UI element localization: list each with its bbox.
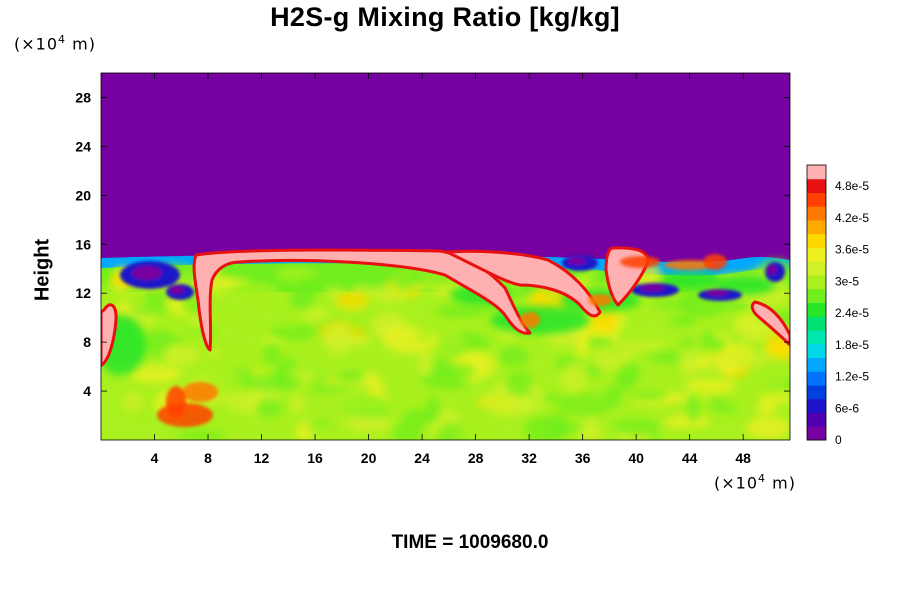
- colorbar-swatch: [807, 220, 826, 235]
- x-tick-label: 16: [307, 450, 323, 466]
- y-tick-label: 16: [75, 236, 91, 252]
- x-tick-label: 24: [414, 450, 430, 466]
- colorbar-swatch: [807, 178, 826, 193]
- colorbar-swatch: [807, 275, 826, 290]
- colorbar-swatch: [807, 261, 826, 276]
- x-tick-label: 28: [468, 450, 484, 466]
- colorbar-swatch: [807, 233, 826, 248]
- heatmap-field: [101, 73, 790, 440]
- y-tick-label: 28: [75, 89, 91, 105]
- colorbar-swatch: [807, 412, 826, 427]
- colorbar-tick-label: 4.2e-5: [835, 211, 869, 225]
- chart-title: H2S-g Mixing Ratio [kg/kg]: [270, 2, 620, 32]
- colorbar-swatch: [807, 426, 826, 441]
- colorbar-swatch: [807, 192, 826, 207]
- y-axis-ticks: 4 8 12 16 20 24 28: [75, 89, 790, 399]
- x-tick-label: 48: [735, 450, 751, 466]
- colorbar-tick-label: 6e-6: [835, 401, 859, 415]
- colorbar-swatch: [807, 330, 826, 345]
- colorbar-swatch: [807, 206, 826, 221]
- x-axis-ticks: 4 8 12 16 20 24 28 32 36 40 44 48: [151, 73, 751, 466]
- colorbar-tick-label: 3.6e-5: [835, 243, 869, 257]
- x-tick-label: 8: [204, 450, 212, 466]
- colorbar-tick-label: 4.8e-5: [835, 179, 869, 193]
- x-tick-label: 40: [628, 450, 644, 466]
- x-axis-unit: (×104 m): [714, 472, 796, 493]
- colorbar-swatch: [807, 343, 826, 358]
- y-tick-label: 24: [75, 138, 91, 154]
- colorbar-tick-label: 0: [835, 433, 842, 447]
- saturated-regions: [101, 246, 790, 367]
- y-tick-label: 4: [83, 383, 91, 399]
- x-tick-label: 4: [151, 450, 159, 466]
- y-tick-label: 20: [75, 187, 91, 203]
- x-tick-label: 36: [575, 450, 591, 466]
- colorbar: 0 6e-6 1.2e-5 1.8e-5 2.4e-5 3e-5 3.6e-5 4.2e-5 4…: [806, 164, 869, 447]
- colorbar-swatch: [807, 316, 826, 331]
- colorbar-swatch: [807, 288, 826, 303]
- colorbar-tick-label: 1.8e-5: [835, 338, 869, 352]
- colorbar-swatch: [807, 398, 826, 413]
- colorbar-swatch: [807, 371, 826, 386]
- colorbar-swatch: [807, 302, 826, 317]
- x-tick-label: 20: [361, 450, 377, 466]
- colorbar-swatch: [807, 357, 826, 372]
- colorbar-tick-label: 2.4e-5: [835, 306, 869, 320]
- y-tick-label: 8: [83, 334, 91, 350]
- colorbar-tick-label: 3e-5: [835, 274, 859, 288]
- y-axis-unit: (×104 m): [14, 33, 96, 54]
- colorbar-swatch: [807, 385, 826, 400]
- x-tick-label: 32: [521, 450, 537, 466]
- plot-frame: [100, 72, 791, 441]
- x-tick-label: 44: [682, 450, 698, 466]
- colorbar-swatch: [807, 165, 826, 180]
- time-label: TIME = 1009680.0: [391, 532, 549, 553]
- mixed-layer: [101, 246, 790, 440]
- x-tick-label: 12: [254, 450, 270, 466]
- colorbar-tick-label: 1.2e-5: [835, 370, 869, 384]
- colorbar-swatch: [807, 247, 826, 262]
- y-tick-label: 12: [75, 285, 91, 301]
